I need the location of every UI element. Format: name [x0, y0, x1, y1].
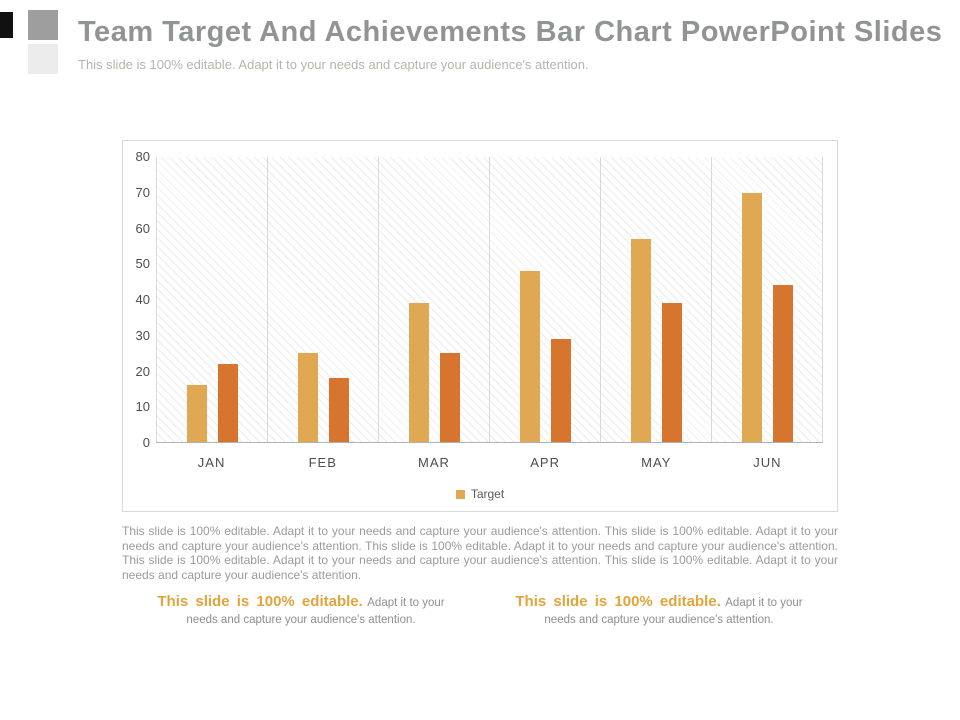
bar-target-feb	[297, 352, 318, 442]
bar-target-jan	[186, 385, 207, 442]
y-axis-tick: 80	[135, 149, 150, 164]
y-axis-tick: 60	[135, 220, 150, 236]
plot-column-jan	[157, 157, 268, 442]
header: Team Target And Achievements Bar Chart P…	[78, 16, 943, 72]
callout-text: Adapt it to your needs and capture your …	[186, 597, 445, 626]
x-axis-label-mar: MAR	[417, 455, 450, 470]
x-axis-labels: JAN FEB MAR APR MAY JUN	[156, 455, 823, 470]
bar-target-apr	[519, 271, 540, 442]
callouts-row: This slide is 100% editable. Adapt it to…	[122, 594, 838, 628]
callout-text: Adapt it to your needs and capture your …	[544, 597, 803, 626]
decoration-gray-square	[28, 10, 58, 40]
callout-right: This slide is 100% editable. Adapt it to…	[480, 594, 838, 628]
bar-series2-may	[661, 303, 682, 442]
bar-series2-jun	[772, 285, 793, 442]
plot-column-may	[601, 157, 712, 442]
x-axis-label-apr: APR	[530, 455, 560, 470]
bar-target-jun	[741, 192, 762, 442]
y-axis-tick: 30	[135, 327, 150, 343]
y-axis-tick: 0	[142, 435, 150, 450]
x-axis-label-jan: JAN	[197, 455, 226, 470]
decoration-light-square	[28, 44, 58, 74]
x-axis-label-may: MAY	[641, 455, 672, 470]
bar-series2-jan	[217, 363, 238, 442]
slide-subtitle: This slide is 100% editable. Adapt it to…	[78, 57, 589, 72]
slide-title: Team Target And Achievements Bar Chart P…	[78, 16, 943, 48]
plot-column-apr	[490, 157, 601, 442]
plot-column-feb	[268, 157, 379, 442]
bar-target-mar	[408, 303, 429, 442]
plot-area	[156, 157, 823, 443]
callout-highlight: This slide is 100% editable.	[157, 593, 363, 610]
y-axis-tick: 50	[135, 256, 150, 272]
legend-label: Target	[470, 487, 505, 501]
plot-column-mar	[379, 157, 490, 442]
legend-marker	[455, 489, 465, 499]
bar-chart: 80 70 60 50 40 30 20 10 0 JAN FEB MAR APR MAY JUN Tar…	[122, 140, 838, 512]
callout-left: This slide is 100% editable. Adapt it to…	[122, 594, 480, 628]
bar-series2-apr	[550, 338, 571, 442]
y-axis-tick: 10	[135, 399, 150, 415]
bar-series2-mar	[439, 352, 460, 442]
bar-series2-feb	[328, 377, 349, 442]
y-axis: 80 70 60 50 40 30 20 10 0	[123, 149, 150, 451]
x-axis-label-feb: FEB	[308, 455, 337, 470]
body-paragraph: This slide is 100% editable. Adapt it to…	[122, 524, 838, 582]
plot-column-jun	[712, 157, 823, 442]
y-axis-tick: 40	[135, 292, 150, 307]
bar-target-may	[630, 238, 651, 442]
y-axis-tick: 70	[135, 184, 150, 200]
x-axis-label-jun: JUN	[753, 455, 782, 470]
chart-legend: Target	[123, 487, 837, 501]
callout-highlight: This slide is 100% editable.	[515, 593, 721, 610]
decoration-black-square	[0, 12, 13, 38]
y-axis-tick: 20	[135, 363, 150, 379]
